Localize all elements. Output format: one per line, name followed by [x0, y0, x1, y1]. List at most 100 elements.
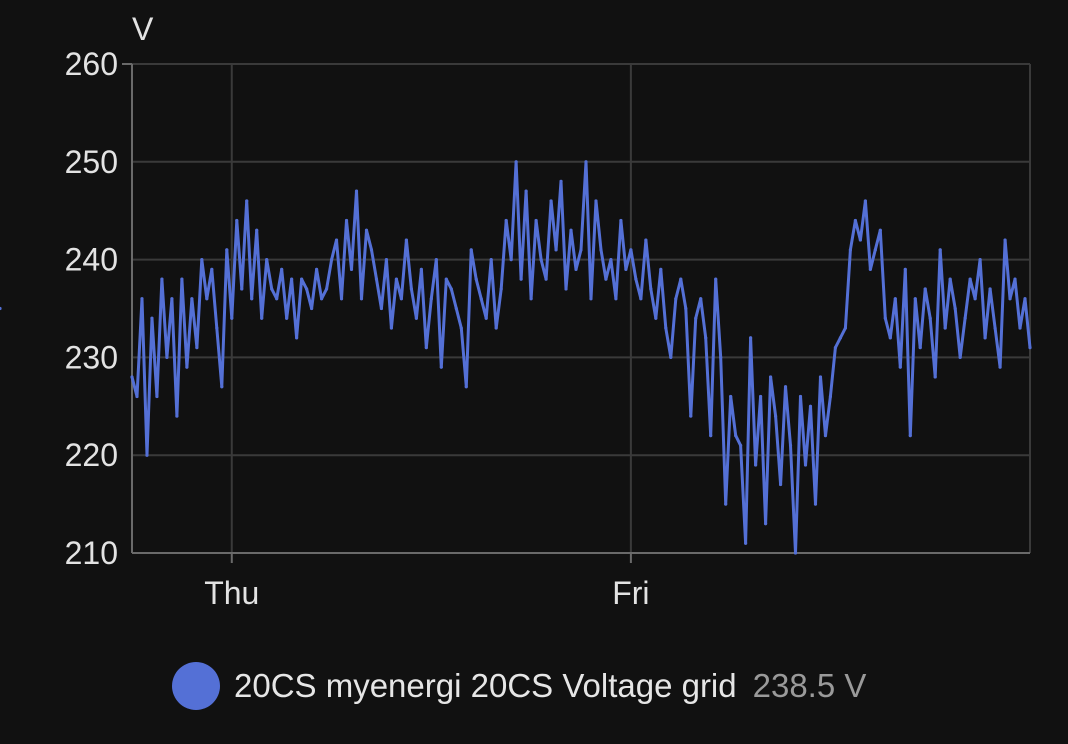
data-point	[140, 297, 144, 301]
data-point	[908, 434, 912, 438]
data-point	[319, 297, 324, 301]
voltage-line-chart: V 210 220 230 240 250 260 Thu Fri	[0, 11, 1032, 611]
data-point	[903, 267, 907, 271]
data-point	[275, 297, 279, 301]
data-point	[519, 277, 523, 281]
y-tick-label: 220	[65, 437, 118, 473]
legend-series-name: 20CS myenergi 20CS Voltage grid	[234, 667, 737, 704]
data-point	[599, 248, 603, 252]
data-point	[265, 258, 269, 262]
data-point	[235, 218, 239, 223]
data-point	[389, 326, 394, 330]
data-point	[314, 267, 319, 271]
data-point	[853, 218, 857, 223]
data-point	[913, 297, 917, 301]
data-point	[868, 267, 872, 271]
data-point	[195, 346, 199, 350]
data-point	[534, 218, 538, 223]
data-point	[739, 443, 743, 448]
data-point	[978, 258, 982, 262]
data-point	[180, 277, 184, 281]
data-point	[689, 414, 693, 418]
data-point	[1003, 238, 1007, 242]
data-point	[260, 316, 264, 320]
data-point	[215, 326, 219, 330]
data-point	[220, 385, 224, 389]
data-point	[285, 316, 289, 320]
data-point	[160, 277, 164, 281]
data-point	[788, 443, 793, 448]
data-point	[135, 394, 139, 399]
data-point	[888, 336, 892, 340]
data-point	[654, 316, 658, 320]
data-point	[539, 258, 543, 262]
data-point	[579, 248, 583, 252]
data-point	[155, 394, 159, 399]
data-point	[404, 238, 408, 242]
data-point	[838, 336, 843, 340]
data-point	[1008, 297, 1012, 301]
data-point	[429, 297, 433, 301]
data-point	[190, 297, 194, 301]
data-point	[589, 297, 593, 301]
data-point	[953, 306, 957, 311]
data-point	[619, 218, 623, 223]
data-point	[170, 297, 174, 301]
data-point	[434, 258, 438, 262]
data-point	[783, 385, 788, 389]
data-point	[339, 297, 344, 301]
y-tick-label: 250	[65, 144, 118, 180]
data-point	[300, 277, 304, 281]
data-point	[334, 238, 339, 242]
data-point	[549, 199, 553, 203]
data-point	[424, 346, 428, 350]
data-point	[584, 160, 588, 164]
data-point	[763, 522, 768, 526]
x-tick-label: Thu	[204, 575, 259, 611]
data-point	[709, 434, 713, 438]
data-point	[998, 365, 1002, 369]
data-point	[384, 258, 389, 262]
data-point	[704, 336, 708, 340]
data-point	[833, 346, 838, 350]
data-point	[240, 287, 244, 291]
data-point	[210, 267, 214, 271]
data-point	[963, 316, 967, 320]
data-point	[803, 463, 808, 467]
data-point	[714, 277, 718, 281]
data-point	[778, 482, 783, 487]
data-point	[185, 365, 189, 369]
data-point	[484, 316, 488, 320]
data-point	[504, 218, 508, 223]
data-point	[773, 414, 778, 418]
data-point	[399, 297, 403, 301]
data-point	[459, 326, 463, 330]
data-point	[165, 355, 169, 359]
data-point	[1018, 326, 1022, 330]
data-point	[798, 394, 803, 399]
data-point	[694, 316, 698, 320]
data-point	[808, 404, 813, 408]
data-point	[659, 267, 663, 271]
data-point	[569, 228, 573, 232]
data-point	[270, 287, 274, 291]
data-point	[245, 199, 249, 203]
data-point	[524, 189, 528, 193]
data-point	[414, 316, 418, 320]
data-point	[464, 385, 468, 389]
data-point	[684, 306, 688, 311]
data-point	[878, 228, 882, 232]
legend-item-voltage-grid[interactable]: 20CS myenergi 20CS Voltage grid 238.5 V	[172, 658, 866, 714]
data-point	[813, 502, 818, 506]
data-point	[1028, 346, 1032, 350]
data-point	[344, 218, 349, 223]
data-point	[614, 297, 618, 301]
data-point	[898, 365, 902, 369]
data-point	[295, 336, 299, 340]
data-point	[250, 297, 254, 301]
data-point	[349, 267, 354, 271]
data-point	[394, 277, 399, 281]
data-point	[749, 336, 753, 340]
data-point	[454, 306, 458, 311]
data-point	[544, 277, 548, 281]
